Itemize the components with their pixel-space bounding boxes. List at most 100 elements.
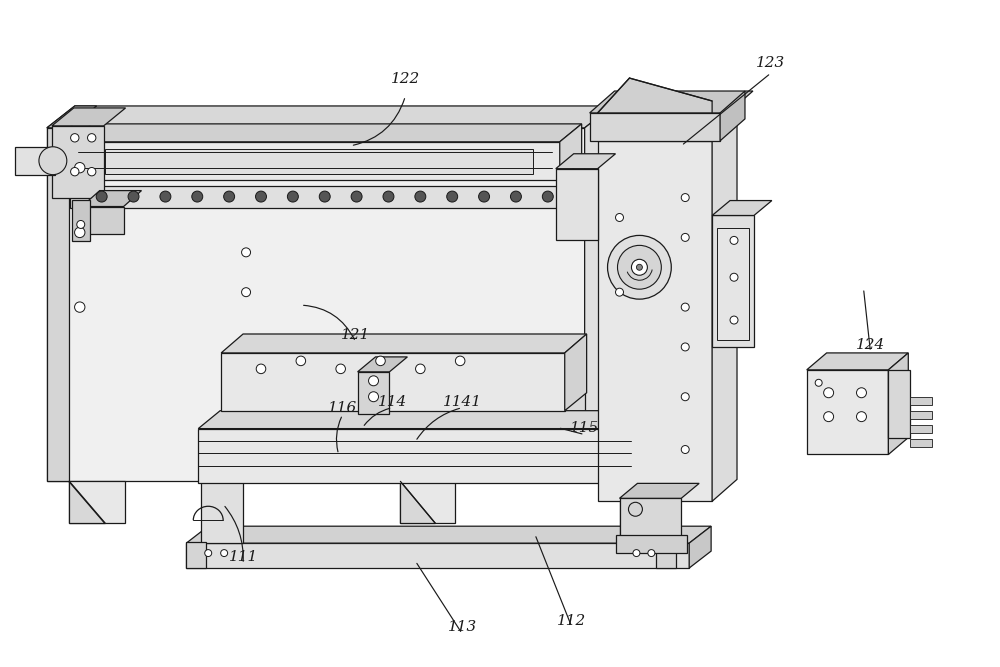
Text: 111: 111 xyxy=(228,550,258,564)
Polygon shape xyxy=(585,106,613,482)
Circle shape xyxy=(681,233,689,241)
Circle shape xyxy=(628,502,642,516)
Circle shape xyxy=(192,191,203,202)
Circle shape xyxy=(256,191,266,202)
Circle shape xyxy=(369,376,379,386)
Polygon shape xyxy=(47,106,613,128)
Circle shape xyxy=(510,191,521,202)
Bar xyxy=(590,113,720,141)
Polygon shape xyxy=(69,482,105,523)
Circle shape xyxy=(256,364,266,374)
Bar xyxy=(888,370,910,438)
Bar xyxy=(616,535,687,553)
Circle shape xyxy=(242,287,251,297)
Circle shape xyxy=(376,356,385,366)
Polygon shape xyxy=(807,353,908,370)
Circle shape xyxy=(224,191,235,202)
Circle shape xyxy=(730,316,738,324)
Polygon shape xyxy=(631,391,725,409)
Polygon shape xyxy=(712,201,772,215)
Circle shape xyxy=(824,412,834,422)
Text: 113: 113 xyxy=(448,620,477,634)
Circle shape xyxy=(296,356,306,366)
Bar xyxy=(47,128,585,482)
Circle shape xyxy=(319,191,330,202)
Bar xyxy=(186,542,206,568)
Circle shape xyxy=(75,163,85,173)
Text: 124: 124 xyxy=(856,338,885,352)
Circle shape xyxy=(75,302,85,312)
Bar xyxy=(52,126,104,197)
Circle shape xyxy=(616,288,623,296)
Bar xyxy=(717,228,749,340)
Circle shape xyxy=(681,193,689,201)
Polygon shape xyxy=(556,154,616,169)
Bar xyxy=(910,425,932,433)
Bar xyxy=(72,199,90,241)
Bar xyxy=(47,128,69,482)
Circle shape xyxy=(857,412,866,422)
Polygon shape xyxy=(82,191,141,207)
Polygon shape xyxy=(620,484,699,498)
Circle shape xyxy=(416,364,425,374)
Bar xyxy=(221,353,565,411)
Bar xyxy=(910,439,932,446)
Polygon shape xyxy=(703,391,725,470)
Bar xyxy=(358,372,389,414)
Polygon shape xyxy=(560,124,582,179)
Circle shape xyxy=(681,446,689,454)
Bar xyxy=(620,498,681,536)
Circle shape xyxy=(447,191,458,202)
Circle shape xyxy=(681,393,689,401)
Polygon shape xyxy=(598,78,712,113)
Circle shape xyxy=(242,248,251,257)
Circle shape xyxy=(39,147,67,175)
Circle shape xyxy=(608,235,671,299)
Circle shape xyxy=(75,227,85,237)
Polygon shape xyxy=(186,526,711,543)
Circle shape xyxy=(96,191,107,202)
Circle shape xyxy=(71,167,79,176)
Circle shape xyxy=(542,191,553,202)
Circle shape xyxy=(88,133,96,142)
Bar xyxy=(631,409,703,470)
Polygon shape xyxy=(631,411,653,484)
Polygon shape xyxy=(70,124,582,142)
Text: 122: 122 xyxy=(391,72,420,86)
Circle shape xyxy=(633,550,640,556)
Circle shape xyxy=(857,388,866,398)
Polygon shape xyxy=(221,334,587,353)
Circle shape xyxy=(730,273,738,281)
Polygon shape xyxy=(590,91,753,113)
Bar xyxy=(910,411,932,419)
Text: 123: 123 xyxy=(756,56,785,70)
Circle shape xyxy=(205,550,212,556)
Circle shape xyxy=(369,392,379,402)
Circle shape xyxy=(287,191,298,202)
Circle shape xyxy=(479,191,490,202)
Bar xyxy=(644,416,696,460)
Circle shape xyxy=(824,388,834,398)
Text: 121: 121 xyxy=(341,328,370,342)
Bar xyxy=(105,149,533,173)
Bar xyxy=(598,141,712,502)
Circle shape xyxy=(631,259,647,275)
Bar xyxy=(70,185,560,207)
Bar xyxy=(201,482,243,543)
Bar xyxy=(807,370,888,454)
Circle shape xyxy=(128,191,139,202)
Circle shape xyxy=(71,133,79,142)
Polygon shape xyxy=(400,482,435,523)
Polygon shape xyxy=(720,91,745,141)
Polygon shape xyxy=(358,357,407,372)
Polygon shape xyxy=(400,482,455,523)
Circle shape xyxy=(618,245,661,289)
Bar xyxy=(198,429,631,484)
Bar xyxy=(70,142,560,179)
Circle shape xyxy=(616,213,623,221)
Circle shape xyxy=(636,264,642,270)
Bar xyxy=(620,482,661,543)
Circle shape xyxy=(383,191,394,202)
Bar xyxy=(910,397,932,405)
Circle shape xyxy=(221,550,228,556)
